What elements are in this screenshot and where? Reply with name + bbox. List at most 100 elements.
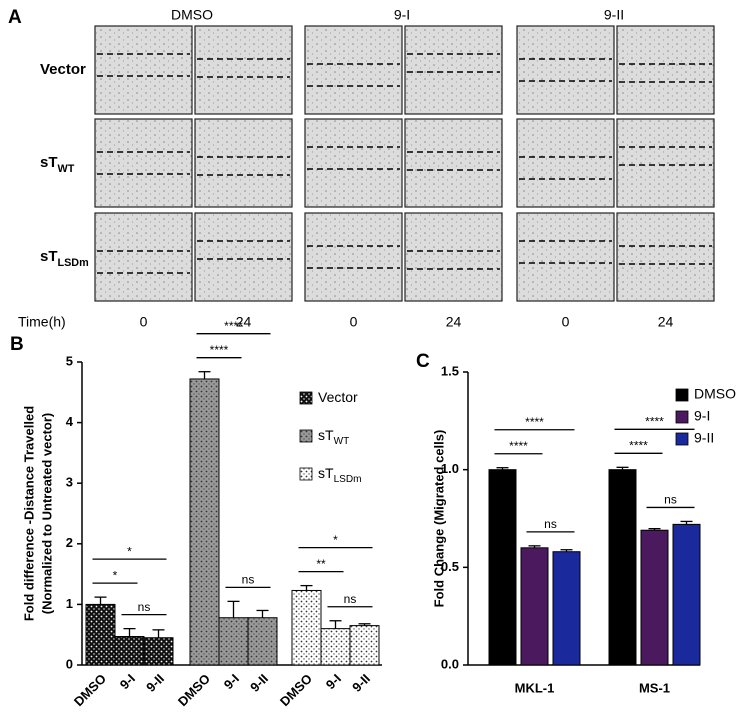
panel-label: B [10,334,24,355]
x-tick-label: 9-II [349,671,373,695]
legend-label-main: sT [318,427,334,443]
microscopy-image [404,25,503,115]
legend-swatch [675,388,689,402]
legend-swatch [299,391,313,405]
microscopy-image [94,118,193,208]
time-value: 24 [658,314,674,330]
significance-label: * [113,568,118,582]
significance-label: * [333,533,338,547]
legend-label-main: sT [318,465,334,481]
microscopy-image [304,212,403,302]
legend-label-sub: WT [334,436,350,447]
x-tick-label: DMSO [175,671,213,709]
legend-label-sub: LSDm [334,474,362,485]
significance-label: **** [210,343,229,357]
x-tick-label: 9-II [143,671,167,695]
time-value: 0 [562,314,570,330]
legend-label: sTWT [318,427,349,447]
y-tick-label: 0 [66,656,73,671]
panel-label: C [416,351,430,372]
legend-label: 9-II [694,430,714,446]
panel-label: A [8,7,22,28]
bar [640,529,669,666]
significance-label: * [127,544,132,558]
legend-label-main: Vector [318,389,358,405]
significance-label: ns [344,592,357,606]
microscopy-image [304,118,403,208]
significance-label: ** [316,557,326,571]
microscopy-image [194,118,293,208]
time-value: 0 [350,314,358,330]
significance-label: ns [664,493,677,507]
row-label: Vector [40,61,86,78]
y-axis-label: Fold difference -Distance Travelled [21,406,36,621]
y-axis-label: Fold Change (Migrated cells) [431,430,446,608]
time-label: Time(h) [18,314,66,330]
bar [247,617,278,666]
x-tick-label: 9-I [323,671,344,692]
row-label: sTLSDm [40,248,89,269]
microscopy-image [404,118,503,208]
y-tick-label: 4 [66,414,74,429]
microscopy-image [94,212,193,302]
x-tick-label: DMSO [277,671,315,709]
legend-swatch [299,467,313,481]
y-tick-label: 0.0 [441,656,459,671]
microscopy-image [516,212,615,302]
x-tick-label: 9-I [221,671,242,692]
bar [320,628,351,666]
row-label-sub: LSDm [58,257,89,269]
x-tick-label: MKL-1 [515,680,555,695]
legend-label: Vector [318,389,358,405]
time-value: 24 [236,314,252,330]
microscopy-image [516,118,615,208]
y-tick-label: 2 [66,535,73,550]
microscopy-image [94,25,193,115]
row-label-main: sT [40,248,58,265]
y-tick-label: 1.5 [441,363,459,378]
legend-swatch [299,429,313,443]
legend-label: 9-I [694,408,710,424]
significance-label: ns [138,600,151,614]
microscopy-image [304,25,403,115]
y-tick-label: 3 [66,475,73,490]
y-axis-label: (Normalized to Untreated vector) [39,413,54,615]
column-header: DMSO [171,7,213,23]
x-tick-label: DMSO [71,671,109,709]
microscopy-image [404,212,503,302]
microscopy-image [616,118,715,208]
row-label: sTWT [40,154,75,175]
y-tick-label: 1 [66,596,73,611]
column-header: 9-II [604,7,624,23]
significance-label: **** [224,319,243,333]
row-label-main: sT [40,154,58,171]
bar [488,469,517,666]
x-tick-label: 9-I [117,671,138,692]
microscopy-image [194,212,293,302]
significance-label: ns [242,573,255,587]
y-tick-label: 1.0 [441,461,459,476]
time-value: 24 [446,314,462,330]
y-tick-label: 0.5 [441,559,459,574]
bar [552,551,581,666]
microscopy-image [516,25,615,115]
microscopy-image [616,25,715,115]
legend-swatch [675,410,689,424]
row-label-sub: WT [58,163,75,175]
column-header: 9-I [394,7,410,23]
bar [520,547,549,666]
bar [189,378,220,666]
row-label-main: Vector [40,61,86,78]
significance-label: ns [544,517,557,531]
bar [608,469,637,666]
bar [291,589,322,666]
significance-label: **** [645,414,664,428]
microscopy-image [616,212,715,302]
bar [85,603,116,666]
significance-label: **** [509,439,528,453]
bar [218,617,249,666]
legend-swatch [675,432,689,446]
microscopy-image [194,25,293,115]
bar [114,636,145,666]
